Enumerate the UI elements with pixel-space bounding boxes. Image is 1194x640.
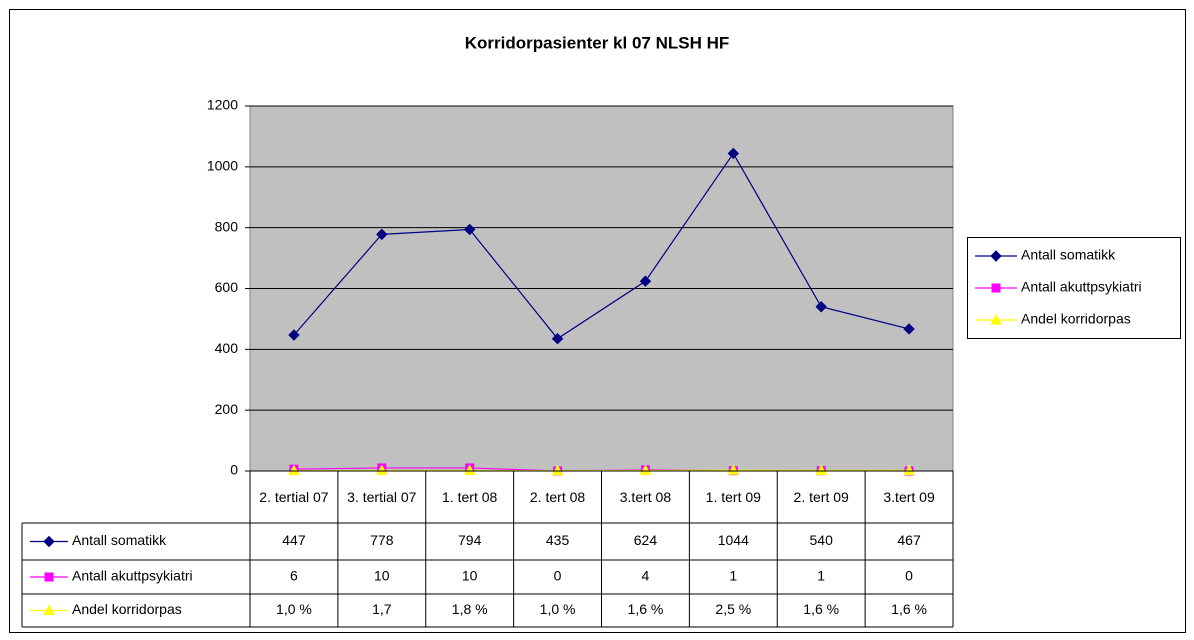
data-point: [727, 147, 740, 160]
table-value: 0: [554, 568, 562, 584]
category-cell: 1. tert 08: [442, 489, 498, 505]
table-value: 1: [729, 568, 737, 584]
table-value: 1,6 %: [803, 601, 839, 617]
y-tick-label: 400: [215, 340, 239, 356]
legend-marker: [990, 250, 1002, 262]
category-cell: 2. tert 08: [529, 489, 586, 505]
category-cell: 3.tert 09: [883, 489, 935, 505]
table-value: 1044: [718, 532, 749, 548]
data-point: [639, 275, 652, 287]
category-cell: 3.tert 08: [619, 489, 672, 505]
category-cell: 1. tert 09: [705, 489, 761, 505]
y-tick-label: 0: [230, 462, 238, 478]
y-tick-label: 1000: [207, 158, 238, 174]
table-value: 778: [370, 532, 394, 548]
table-value: 2,5 %: [715, 601, 751, 617]
legend-marker: [990, 313, 1002, 325]
data-point: [288, 464, 300, 476]
data-point: [288, 329, 300, 341]
chart-title: Korridorpasienter kl 07 NLSH HF: [465, 33, 730, 52]
table-value: 6: [290, 568, 298, 584]
legend-label: Antall somatikk: [1021, 247, 1116, 263]
x-tick-label: 2. tertial 07: [259, 489, 329, 505]
legend-label: Andel korridorpas: [1021, 311, 1131, 327]
table-value: 1,8 %: [452, 601, 488, 617]
table-value: 10: [374, 568, 390, 584]
data-point: [815, 464, 828, 476]
table-value: 4: [642, 568, 650, 584]
data-point: [903, 464, 915, 476]
y-tick-label: 800: [215, 218, 239, 234]
table-legend-marker: [43, 535, 55, 548]
data-point: [727, 464, 740, 475]
data-point: [639, 464, 652, 476]
table-value: 467: [897, 532, 921, 548]
table-value: 624: [634, 532, 658, 548]
x-tick-label: 3.tert 09: [883, 489, 935, 505]
x-tick-label: 3. tertial 07: [347, 489, 417, 505]
table-legend-marker: [44, 572, 54, 582]
data-point: [375, 464, 388, 475]
table-value: 1,6 %: [628, 601, 664, 617]
category-cell: 2. tert 09: [793, 489, 849, 505]
table-value: 1,0 %: [276, 601, 312, 617]
table-value: 1: [817, 568, 825, 584]
data-point: [463, 223, 476, 236]
data-point: [903, 323, 915, 335]
data-point: [376, 228, 388, 241]
table-value: 540: [810, 532, 834, 548]
table-row-label: Antall somatikk: [72, 532, 167, 548]
data-point: [551, 332, 564, 345]
table-value: 1,7: [372, 601, 392, 617]
data-point: [551, 464, 564, 476]
x-tick-label: 1. tert 08: [442, 489, 498, 505]
data-point: [463, 464, 476, 475]
table-value: 0: [905, 568, 913, 584]
series-line: [293, 152, 910, 340]
y-tick-label: 600: [215, 279, 239, 295]
category-cell: 2. tertial 07: [259, 489, 329, 505]
table-value: 1,0 %: [540, 601, 576, 617]
x-tick-label: 3.tert 08: [619, 489, 672, 505]
x-tick-label: 1. tert 09: [705, 489, 761, 505]
y-tick-label: 1200: [207, 97, 238, 113]
table-value: 435: [546, 532, 570, 548]
x-tick-label: 2. tert 09: [793, 489, 849, 505]
legend-marker: [991, 283, 1001, 293]
table-value: 794: [458, 532, 482, 548]
table-row-label: Andel korridorpas: [72, 601, 182, 617]
table-legend-marker: [43, 604, 55, 615]
table-value: 447: [282, 532, 306, 548]
legend-label: Antall akuttpsykiatri: [1021, 279, 1142, 295]
y-tick-label: 200: [215, 401, 239, 417]
table-value: 10: [462, 568, 478, 584]
table-value: 1,6 %: [891, 601, 927, 617]
table-row-label: Antall akuttpsykiatri: [72, 568, 193, 584]
x-tick-label: 2. tert 08: [529, 489, 586, 505]
category-cell: 3. tertial 07: [347, 489, 417, 505]
data-point: [815, 301, 827, 313]
